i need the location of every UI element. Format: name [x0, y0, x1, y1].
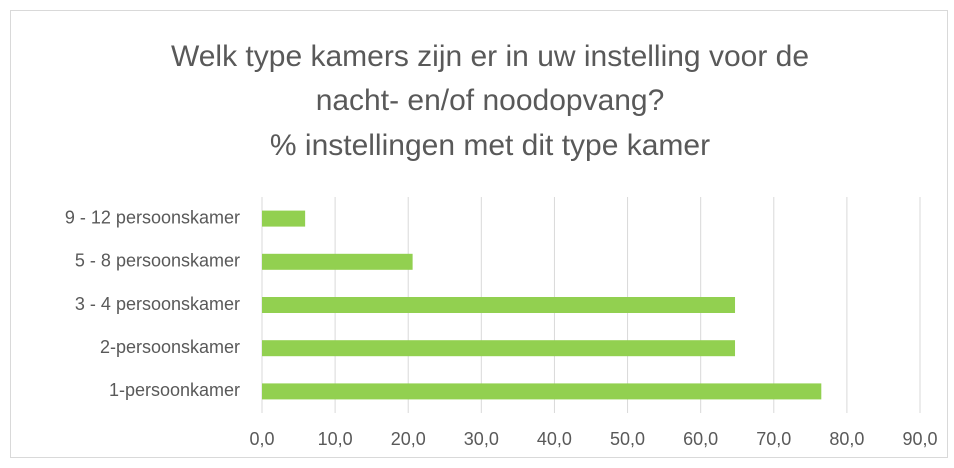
chart-border [10, 10, 948, 458]
x-tick-label: 80,0 [829, 429, 864, 449]
x-tick-label: 40,0 [537, 429, 572, 449]
bar [262, 297, 736, 313]
x-tick-label: 50,0 [610, 429, 645, 449]
y-tick-label: 9 - 12 persoonskamer [65, 207, 240, 227]
y-tick-label: 2-persoonskamer [100, 337, 240, 357]
x-tick-label: 30,0 [464, 429, 499, 449]
x-tick-label: 20,0 [391, 429, 426, 449]
x-tick-label: 90,0 [902, 429, 937, 449]
y-tick-label: 5 - 8 persoonskamer [75, 251, 240, 271]
chart-title: nacht- en/of noodopvang? [316, 84, 665, 117]
bar [262, 210, 306, 227]
chart-title: Welk type kamers zijn er in uw instellin… [171, 40, 809, 73]
x-tick-label: 10,0 [318, 429, 353, 449]
bar [262, 253, 413, 270]
chart-title: % instellingen met dit type kamer [270, 129, 710, 162]
y-tick-label: 1-persoonkamer [109, 380, 240, 400]
x-tick-label: 60,0 [683, 429, 718, 449]
y-tick-label: 3 - 4 persoonskamer [75, 294, 240, 314]
bar [262, 383, 822, 400]
x-tick-label: 70,0 [756, 429, 791, 449]
bar [262, 340, 736, 357]
x-tick-label: 0,0 [249, 429, 274, 449]
